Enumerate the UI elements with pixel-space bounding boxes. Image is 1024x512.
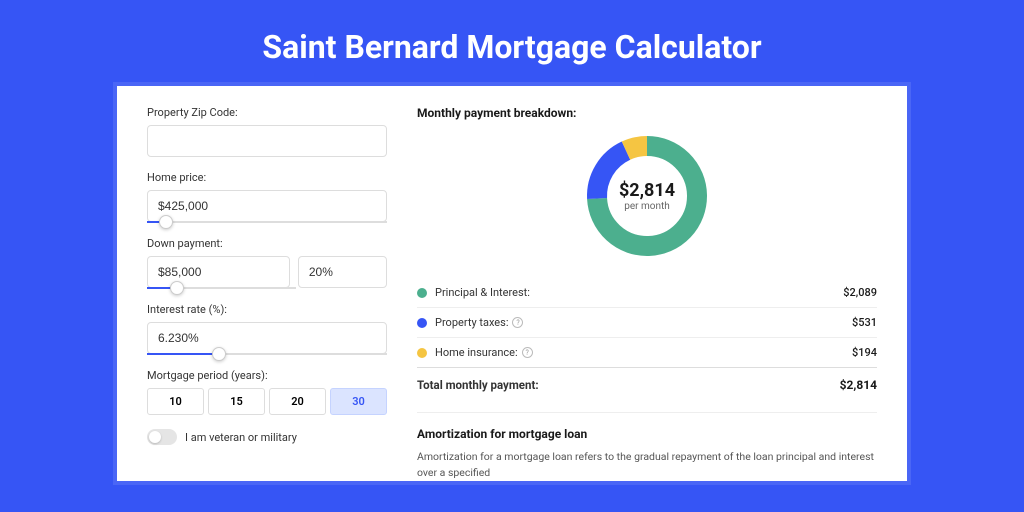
- period-option-10[interactable]: 10: [147, 388, 204, 415]
- price-input[interactable]: [147, 190, 387, 222]
- legend-row-2: Home insurance:?$194: [417, 337, 877, 367]
- calculator-card: Property Zip Code: Home price: Down paym…: [117, 86, 907, 481]
- veteran-label: I am veteran or military: [185, 431, 297, 444]
- legend-value: $194: [852, 346, 877, 359]
- legend-label: Property taxes:?: [435, 316, 852, 329]
- down-slider[interactable]: [147, 287, 296, 289]
- legend-value: $531: [852, 316, 877, 329]
- input-panel: Property Zip Code: Home price: Down paym…: [147, 106, 387, 481]
- legend-label: Principal & Interest:: [435, 286, 843, 299]
- price-slider-thumb[interactable]: [159, 215, 173, 229]
- breakdown-panel: Monthly payment breakdown: $2,814 per mo…: [417, 106, 877, 481]
- veteran-row: I am veteran or military: [147, 429, 387, 445]
- veteran-toggle[interactable]: [147, 429, 177, 445]
- price-label: Home price:: [147, 171, 387, 184]
- info-icon[interactable]: ?: [512, 317, 523, 328]
- rate-field: Interest rate (%):: [147, 303, 387, 355]
- amortization-header: Amortization for mortgage loan: [417, 427, 877, 441]
- donut-chart: $2,814 per month: [583, 132, 711, 260]
- donut-amount: $2,814: [619, 180, 675, 201]
- zip-label: Property Zip Code:: [147, 106, 387, 119]
- legend-row-0: Principal & Interest:$2,089: [417, 278, 877, 307]
- period-field: Mortgage period (years): 10152030: [147, 369, 387, 415]
- legend: Principal & Interest:$2,089Property taxe…: [417, 278, 877, 367]
- legend-dot: [417, 318, 427, 328]
- breakdown-header: Monthly payment breakdown:: [417, 106, 877, 120]
- legend-label: Home insurance:?: [435, 346, 852, 359]
- rate-slider-thumb[interactable]: [212, 347, 226, 361]
- donut-center: $2,814 per month: [619, 180, 675, 212]
- price-slider[interactable]: [147, 221, 387, 223]
- period-label: Mortgage period (years):: [147, 369, 387, 382]
- down-label: Down payment:: [147, 237, 387, 250]
- period-options: 10152030: [147, 388, 387, 415]
- down-slider-thumb[interactable]: [170, 281, 184, 295]
- period-option-15[interactable]: 15: [208, 388, 265, 415]
- toggle-knob: [149, 431, 161, 443]
- total-value: $2,814: [840, 378, 877, 392]
- rate-slider[interactable]: [147, 353, 387, 355]
- amortization-section: Amortization for mortgage loan Amortizat…: [417, 412, 877, 481]
- rate-label: Interest rate (%):: [147, 303, 387, 316]
- donut-sub: per month: [619, 201, 675, 212]
- info-icon[interactable]: ?: [522, 347, 533, 358]
- down-amount-input[interactable]: [147, 256, 290, 288]
- total-label: Total monthly payment:: [417, 378, 840, 392]
- rate-input[interactable]: [147, 322, 387, 354]
- legend-dot: [417, 348, 427, 358]
- legend-row-1: Property taxes:?$531: [417, 307, 877, 337]
- period-option-30[interactable]: 30: [330, 388, 387, 415]
- page-title: Saint Bernard Mortgage Calculator: [0, 0, 1024, 86]
- donut-chart-wrap: $2,814 per month: [417, 132, 877, 260]
- zip-field: Property Zip Code:: [147, 106, 387, 157]
- legend-value: $2,089: [843, 286, 877, 299]
- price-field: Home price:: [147, 171, 387, 223]
- period-option-20[interactable]: 20: [269, 388, 326, 415]
- amortization-text: Amortization for a mortgage loan refers …: [417, 449, 877, 481]
- legend-dot: [417, 288, 427, 298]
- down-field: Down payment:: [147, 237, 387, 289]
- down-pct-input[interactable]: [298, 256, 387, 288]
- zip-input[interactable]: [147, 125, 387, 157]
- total-row: Total monthly payment: $2,814: [417, 367, 877, 402]
